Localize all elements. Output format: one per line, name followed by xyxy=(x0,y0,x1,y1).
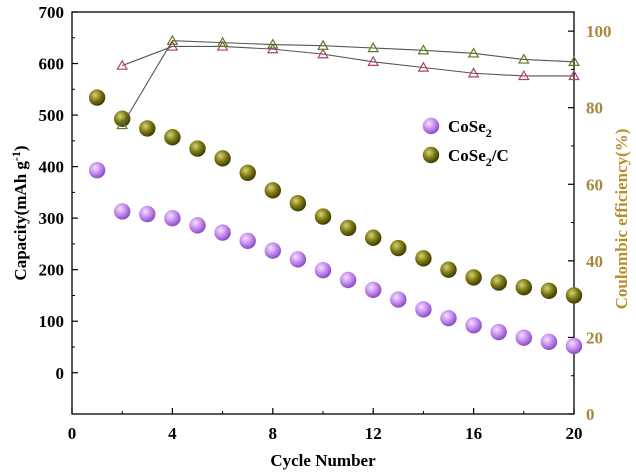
capacity-point xyxy=(565,287,583,304)
capacity-point xyxy=(289,251,307,268)
efficiency-line xyxy=(121,40,575,126)
capacity-point xyxy=(565,337,583,355)
efficiency-point xyxy=(367,41,380,53)
capacity-point xyxy=(139,205,156,223)
efficiency-point xyxy=(417,61,430,72)
series-0 xyxy=(88,162,583,355)
x-tick-label: 12 xyxy=(365,424,382,443)
y-tick-label: 200 xyxy=(39,261,65,280)
efficiency-point xyxy=(266,38,279,49)
efficiency-line xyxy=(122,45,574,77)
efficiency-point xyxy=(467,67,480,78)
legend-label: CoSe2/C xyxy=(448,146,509,169)
capacity-point xyxy=(139,120,156,137)
legend: CoSe2 CoSe2/C xyxy=(422,117,509,169)
capacity-point xyxy=(365,281,382,298)
capacity-point xyxy=(540,282,558,300)
y2-tick-label: 40 xyxy=(586,252,603,271)
capacity-point xyxy=(415,301,432,318)
y-tick-label: 400 xyxy=(39,158,65,177)
y2-axis-title: Coulombic efficiency(%) xyxy=(612,129,631,310)
efficiency-point xyxy=(216,36,229,47)
capacity-point xyxy=(415,250,432,267)
capacity-point xyxy=(339,219,357,237)
y-axis-title: Capacity(mAh g-1) xyxy=(9,145,30,280)
capacity-point xyxy=(390,291,407,308)
capacity-point xyxy=(289,195,307,212)
capacity-point xyxy=(189,140,206,157)
series-3 xyxy=(116,34,580,130)
efficiency-point xyxy=(467,47,480,58)
y2-tick-label: 60 xyxy=(586,175,603,194)
capacity-point xyxy=(164,209,181,227)
capacity-point xyxy=(264,182,281,199)
capacity-point xyxy=(440,309,457,327)
y-tick-label: 100 xyxy=(39,312,65,331)
capacity-point xyxy=(189,217,206,234)
x-tick-label: 0 xyxy=(68,424,77,443)
y-tick-label: 0 xyxy=(56,364,65,383)
capacity-point xyxy=(164,129,181,146)
y2-axis-title-group: Coulombic efficiency(%) xyxy=(612,129,631,310)
x-axis-title: Cycle Number xyxy=(270,451,376,470)
capacity-point xyxy=(314,208,332,225)
capacity-point xyxy=(515,279,532,296)
efficiency-point xyxy=(166,40,179,51)
efficiency-point xyxy=(116,59,129,70)
capacity-point xyxy=(515,329,532,346)
capacity-point xyxy=(490,274,507,291)
y2-tick-label: 100 xyxy=(586,22,612,41)
efficiency-point xyxy=(166,34,179,45)
efficiency-point xyxy=(568,69,580,81)
x-tick-label: 8 xyxy=(269,424,278,443)
capacity-point xyxy=(264,242,281,259)
y-tick-label: 500 xyxy=(39,106,65,125)
efficiency-point xyxy=(568,55,580,66)
efficiency-point xyxy=(367,55,380,66)
y-tick-label: 600 xyxy=(39,55,65,74)
y2-tick-label: 0 xyxy=(586,405,595,424)
x-tick-label: 4 xyxy=(168,424,177,443)
legend-label: CoSe2 xyxy=(448,117,492,140)
axis-titles: Cycle Number Capacity(mAh g-1) Coulombic e… xyxy=(9,129,631,470)
y-tick-label: 300 xyxy=(39,209,65,228)
legend-marker xyxy=(422,117,440,135)
capacity-point xyxy=(390,239,407,257)
capacity-point xyxy=(440,261,457,278)
capacity-point xyxy=(114,110,131,127)
capacity-point xyxy=(465,269,482,286)
y2-tick-label: 20 xyxy=(586,328,603,347)
y-tick-label: 700 xyxy=(39,3,65,22)
y2-tick-label: 80 xyxy=(586,99,603,118)
efficiency-point xyxy=(317,48,329,59)
efficiency-point xyxy=(517,69,530,81)
capacity-point xyxy=(214,150,231,167)
series-1 xyxy=(88,89,583,304)
y-axis-title-group: Capacity(mAh g-1) xyxy=(9,145,30,280)
efficiency-point xyxy=(317,39,329,50)
capacity-point xyxy=(239,232,256,250)
efficiency-point xyxy=(517,53,530,64)
capacity-point xyxy=(365,229,382,246)
efficiency-point xyxy=(116,118,129,130)
x-tick-label: 20 xyxy=(566,424,583,443)
capacity-point xyxy=(114,203,131,220)
legend-marker xyxy=(422,146,440,164)
capacity-point xyxy=(214,224,231,241)
capacity-point xyxy=(490,323,507,341)
efficiency-point xyxy=(417,44,430,55)
capacity-point xyxy=(339,271,357,289)
capacity-point xyxy=(88,162,106,179)
capacity-point xyxy=(465,317,482,334)
capacity-point xyxy=(314,262,332,279)
capacity-point xyxy=(88,89,106,106)
series-2 xyxy=(116,40,580,81)
axes: 0 4 8 12 16 200100200300400500600700020406080… xyxy=(39,3,612,443)
data-marks xyxy=(88,34,583,355)
capacity-point xyxy=(540,333,558,351)
x-tick-label: 16 xyxy=(465,424,482,443)
capacity-point xyxy=(239,164,256,181)
